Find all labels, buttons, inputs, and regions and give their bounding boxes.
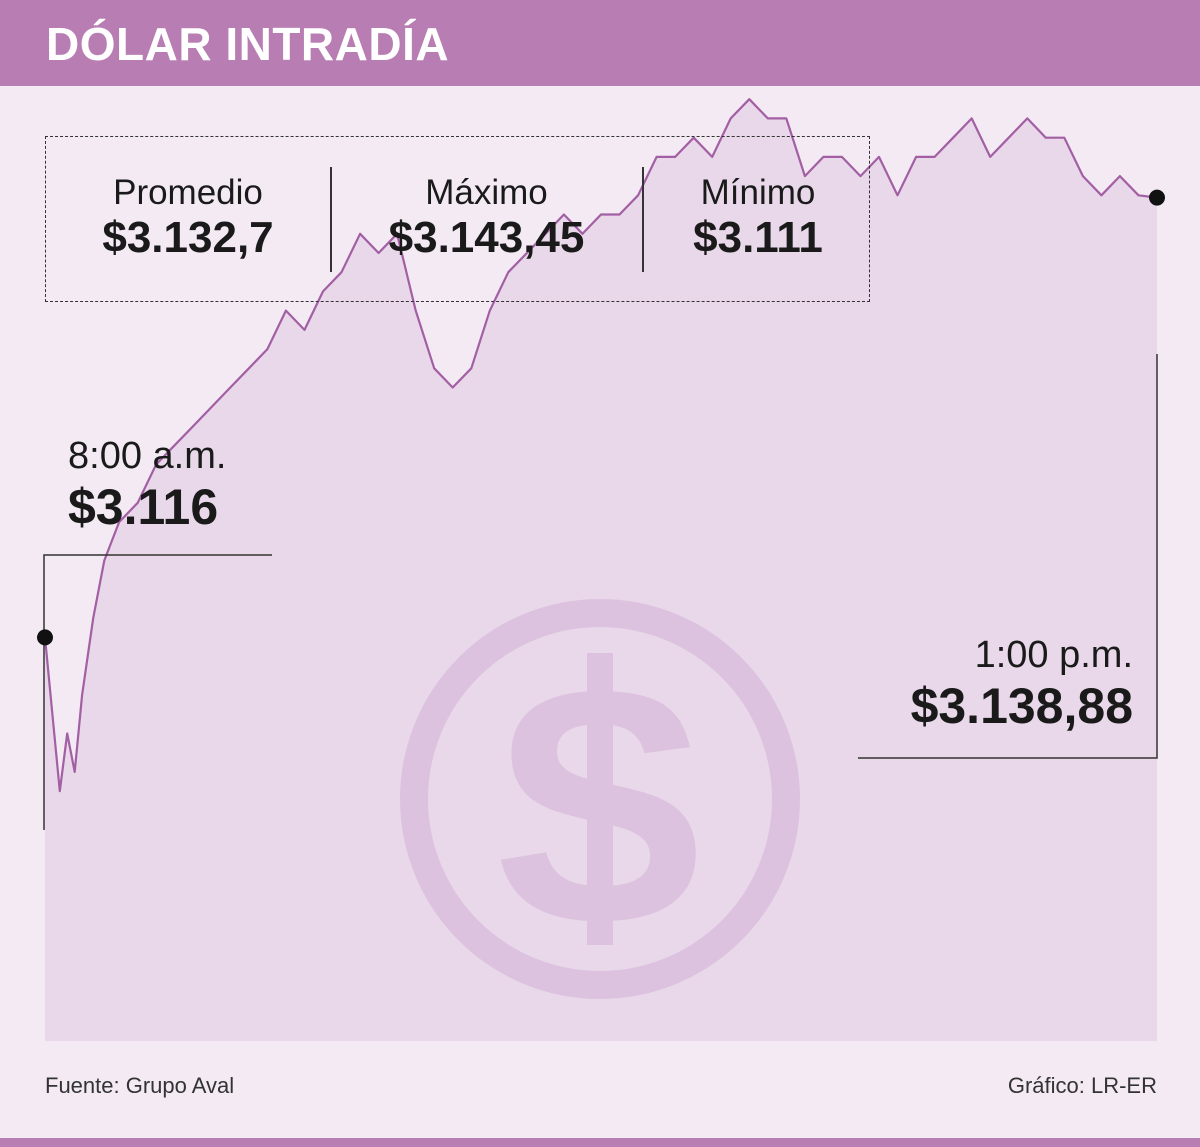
stat-max-value: $3.143,45 <box>388 213 585 262</box>
series-area <box>45 99 1157 1041</box>
stat-average: Promedio $3.132,7 <box>46 173 330 263</box>
stats-box: Promedio $3.132,7 Máximo $3.143,45 Mínim… <box>45 136 870 302</box>
stats-divider <box>642 167 644 272</box>
open-point-marker <box>37 629 53 646</box>
close-point-marker <box>1149 189 1165 206</box>
stat-max-label: Máximo <box>425 173 548 212</box>
close-value-label: $3.138,88 <box>910 678 1133 734</box>
annotation-layer <box>43 354 1158 830</box>
stat-average-label: Promedio <box>113 173 263 212</box>
svg-text:S: S <box>492 624 709 987</box>
open-time-label: 8:00 a.m. <box>68 435 227 477</box>
line-layer <box>43 98 1158 793</box>
series-line <box>43 98 1158 793</box>
area-layer <box>45 99 1157 1041</box>
stat-min-value: $3.111 <box>693 213 823 262</box>
dollar-coin-icon: S <box>400 599 800 999</box>
open-callout: 8:00 a.m. $3.116 <box>68 434 226 536</box>
marker-layer <box>37 189 1165 646</box>
bottom-bar <box>0 1138 1200 1147</box>
open-value-label: $3.116 <box>68 479 219 535</box>
close-callout: 1:00 p.m. $3.138,88 <box>858 633 1133 735</box>
source-note: Fuente: Grupo Aval <box>45 1073 235 1098</box>
title-bar: DÓLAR INTRADÍA <box>0 0 1200 86</box>
stat-min-label: Mínimo <box>700 173 816 212</box>
open-leader-line <box>43 554 272 830</box>
stats-divider <box>330 167 332 272</box>
stat-average-value: $3.132,7 <box>102 213 274 262</box>
close-time-label: 1:00 p.m. <box>974 634 1133 676</box>
stat-min: Mínimo $3.111 <box>643 173 873 263</box>
chart-title: DÓLAR INTRADÍA <box>46 18 450 70</box>
stat-max: Máximo $3.143,45 <box>331 173 642 263</box>
close-leader-line <box>858 354 1158 759</box>
credit-note: Gráfico: LR-ER <box>1007 1073 1157 1098</box>
